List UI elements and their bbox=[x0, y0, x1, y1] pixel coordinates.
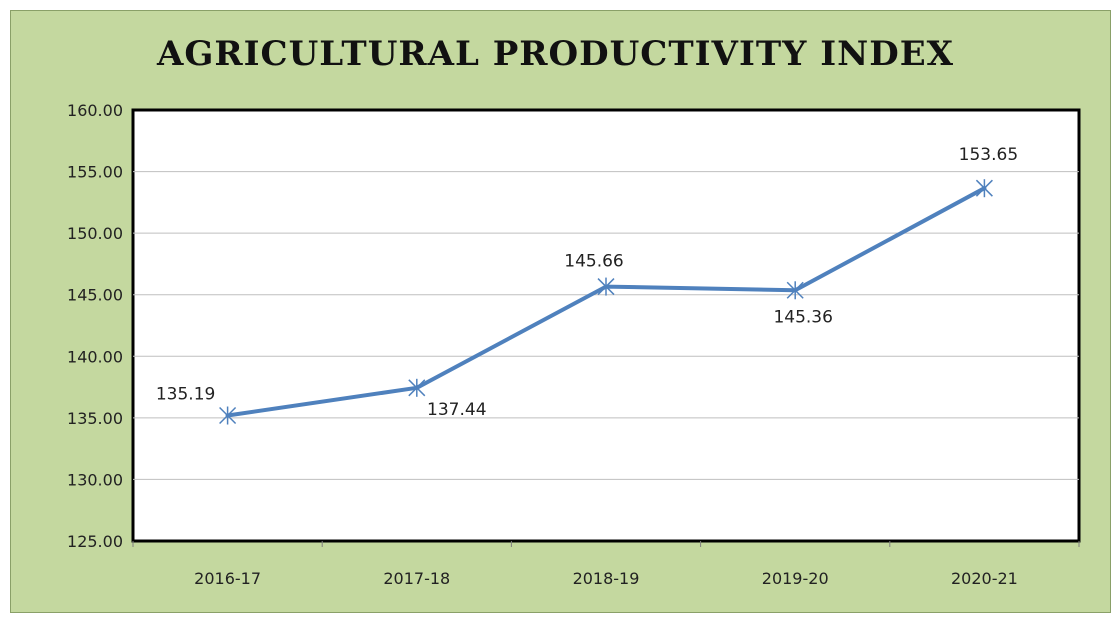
data-point-marker bbox=[597, 277, 615, 296]
y-tick-label: 130.00 bbox=[67, 470, 123, 489]
x-tick-label: 2016-17 bbox=[194, 569, 261, 588]
data-labels: 135.19 137.44 145.66 145.36 153.65 bbox=[156, 145, 1018, 420]
data-label: 153.65 bbox=[959, 145, 1018, 165]
data-label: 145.36 bbox=[773, 307, 832, 327]
y-tick-label: 140.00 bbox=[67, 347, 123, 366]
data-point-marker bbox=[408, 378, 426, 397]
gridlines bbox=[133, 171, 1079, 480]
y-tick-label: 150.00 bbox=[67, 224, 123, 243]
data-point-marker bbox=[219, 406, 237, 425]
y-tick-label: 125.00 bbox=[67, 532, 123, 551]
y-tick-label: 145.00 bbox=[67, 286, 123, 305]
x-tick-label: 2020-21 bbox=[951, 569, 1018, 588]
data-point-marker bbox=[786, 281, 804, 300]
data-label: 145.66 bbox=[564, 252, 623, 272]
y-tick-label: 160.00 bbox=[67, 101, 123, 120]
y-tick-label: 135.00 bbox=[67, 409, 123, 428]
x-tick-label: 2019-20 bbox=[762, 569, 829, 588]
x-tick-label: 2017-18 bbox=[383, 569, 450, 588]
x-tick-label: 2018-19 bbox=[573, 569, 640, 588]
plot-area bbox=[131, 108, 1081, 543]
chart-title: AGRICULTURAL PRODUCTIVITY INDEX bbox=[156, 34, 955, 74]
series-layer bbox=[219, 179, 993, 425]
data-point-marker bbox=[975, 179, 993, 198]
axes: 125.00 130.00 135.00 140.00 145.00 150.00 155.… bbox=[67, 101, 1080, 588]
data-label: 135.19 bbox=[156, 385, 215, 405]
y-tick-label: 155.00 bbox=[67, 163, 123, 182]
data-label: 137.44 bbox=[427, 400, 486, 420]
